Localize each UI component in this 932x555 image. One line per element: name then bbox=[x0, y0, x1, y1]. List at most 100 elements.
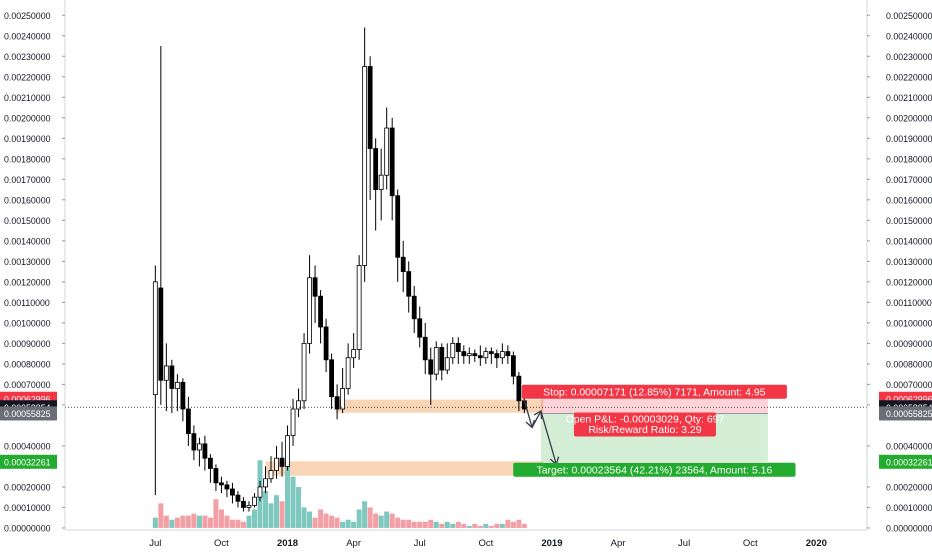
projection-arrow-1[interactable] bbox=[522, 396, 533, 428]
volume-bar bbox=[180, 515, 186, 528]
candle bbox=[516, 375, 522, 402]
x-tick-label: Oct bbox=[214, 538, 229, 549]
volume-bar bbox=[521, 523, 527, 528]
volume-bar bbox=[389, 513, 395, 528]
volume-bar bbox=[185, 515, 191, 528]
price-tag-right-bg[interactable] bbox=[879, 406, 932, 421]
candle bbox=[219, 482, 224, 486]
candle bbox=[439, 347, 445, 371]
y-tick-label-right: 0.00200000 bbox=[886, 113, 932, 123]
volume-bar bbox=[499, 523, 505, 528]
candle bbox=[428, 359, 434, 375]
candle bbox=[477, 355, 483, 359]
volume-bar bbox=[329, 515, 335, 528]
candle bbox=[152, 281, 158, 396]
candle bbox=[323, 326, 329, 361]
target-label-bg[interactable] bbox=[513, 462, 796, 477]
x-tick-label: Oct bbox=[743, 538, 758, 549]
stop-zone[interactable] bbox=[540, 398, 768, 414]
candle bbox=[252, 496, 257, 506]
volume-bar bbox=[362, 501, 368, 528]
stop-label[interactable]: Stop: 0.00007171 (12.85%) 7171, Amount: … bbox=[543, 386, 766, 398]
y-tick-label-right: 0.00220000 bbox=[886, 72, 932, 82]
volume-bar bbox=[169, 519, 175, 528]
y-tick-label-left: 0.00040000 bbox=[4, 441, 51, 451]
volume-bar bbox=[318, 509, 324, 528]
risk-reward-label[interactable]: Risk/Reward Ratio: 3.29 bbox=[588, 424, 701, 436]
target-label[interactable]: Target: 0.00023564 (42.21%) 23564, Amoun… bbox=[536, 464, 772, 476]
candle bbox=[307, 277, 312, 344]
candle bbox=[312, 277, 318, 297]
price-tag-right-bg[interactable] bbox=[879, 454, 932, 469]
volume-bar bbox=[251, 509, 257, 528]
x-tick-label: 2018 bbox=[277, 538, 298, 549]
support-zone-2[interactable] bbox=[265, 461, 544, 476]
projection-arrow-3[interactable] bbox=[540, 410, 557, 465]
volume-bar bbox=[351, 521, 357, 528]
price-tag-left[interactable]: 0.00032261 bbox=[4, 457, 51, 467]
y-tick-label-left: 0.00110000 bbox=[4, 298, 50, 308]
y-tick-label-left: 0.00070000 bbox=[4, 380, 51, 390]
candle bbox=[494, 353, 500, 359]
price-tag-left-bg[interactable] bbox=[0, 454, 57, 469]
candle bbox=[241, 500, 246, 508]
candle bbox=[180, 381, 186, 410]
y-tick-label-right: 0.00160000 bbox=[886, 195, 932, 205]
y-tick-label-right: 0.00180000 bbox=[886, 154, 932, 164]
x-tick-label: Apr bbox=[346, 538, 361, 549]
candle bbox=[362, 66, 368, 266]
volume-bar bbox=[488, 525, 494, 528]
position-labels[interactable]: Stop: 0.00007171 (12.85%) 7171, Amount: … bbox=[513, 384, 796, 477]
candle bbox=[301, 342, 307, 402]
candle bbox=[406, 271, 412, 297]
candle bbox=[279, 457, 285, 467]
volume-bar bbox=[439, 523, 445, 528]
volume-bar bbox=[395, 517, 401, 528]
price-tag-left[interactable]: 0.00062996 bbox=[4, 394, 51, 404]
y-tick-label-right: 0.00080000 bbox=[886, 359, 932, 369]
candle bbox=[268, 470, 274, 480]
y-tick-label-left: 0.00250000 bbox=[4, 11, 51, 21]
y-tick-label-right: 0.00250000 bbox=[886, 11, 932, 21]
volume-bar bbox=[229, 519, 235, 528]
candle bbox=[174, 381, 180, 389]
y-tick-label-right: 0.00020000 bbox=[886, 482, 932, 492]
y-tick-label-left: 0.00190000 bbox=[4, 134, 51, 144]
volume-bar bbox=[345, 519, 351, 528]
volume-bar bbox=[356, 509, 362, 528]
volume-bar bbox=[196, 515, 202, 528]
volume-bar bbox=[152, 517, 158, 528]
pnl-box[interactable] bbox=[573, 412, 716, 437]
volume-bar bbox=[213, 499, 219, 528]
volume-bar bbox=[455, 521, 461, 528]
price-tag-right[interactable]: 0.00055825 bbox=[886, 409, 932, 419]
price-tag-right[interactable]: 0.00032261 bbox=[886, 457, 932, 467]
volume-bar bbox=[191, 513, 197, 528]
y-tick-label-right: 0.00130000 bbox=[886, 257, 932, 267]
x-tick-label: 2019 bbox=[541, 538, 562, 549]
pnl-label[interactable]: Open P&L: -0.00003029, Qty: 697 bbox=[566, 413, 725, 425]
y-tick-label-left: 0.00020000 bbox=[4, 482, 51, 492]
price-tag-right[interactable]: 0.00062996 bbox=[886, 394, 932, 404]
stop-label-bg[interactable] bbox=[521, 384, 787, 399]
support-zone-1[interactable] bbox=[336, 399, 544, 413]
candle bbox=[505, 351, 511, 357]
price-tag-left[interactable]: 0.00055825 bbox=[4, 409, 51, 419]
support-zones[interactable] bbox=[265, 399, 544, 476]
volume-bar bbox=[417, 521, 423, 528]
volume-bar bbox=[246, 515, 252, 528]
projection-arrow-2[interactable] bbox=[531, 410, 542, 428]
price-tag-left-bg[interactable] bbox=[0, 406, 57, 421]
volume-bar bbox=[406, 519, 412, 528]
y-tick-label-right: 0.00070000 bbox=[886, 380, 932, 390]
candle bbox=[208, 457, 213, 469]
volume-bar bbox=[202, 515, 208, 528]
y-tick-label-left: 0.00230000 bbox=[4, 52, 51, 62]
y-tick-label-left: 0.00240000 bbox=[4, 31, 51, 41]
volume-bar bbox=[218, 509, 224, 528]
candles bbox=[152, 27, 527, 512]
candle bbox=[340, 388, 346, 410]
